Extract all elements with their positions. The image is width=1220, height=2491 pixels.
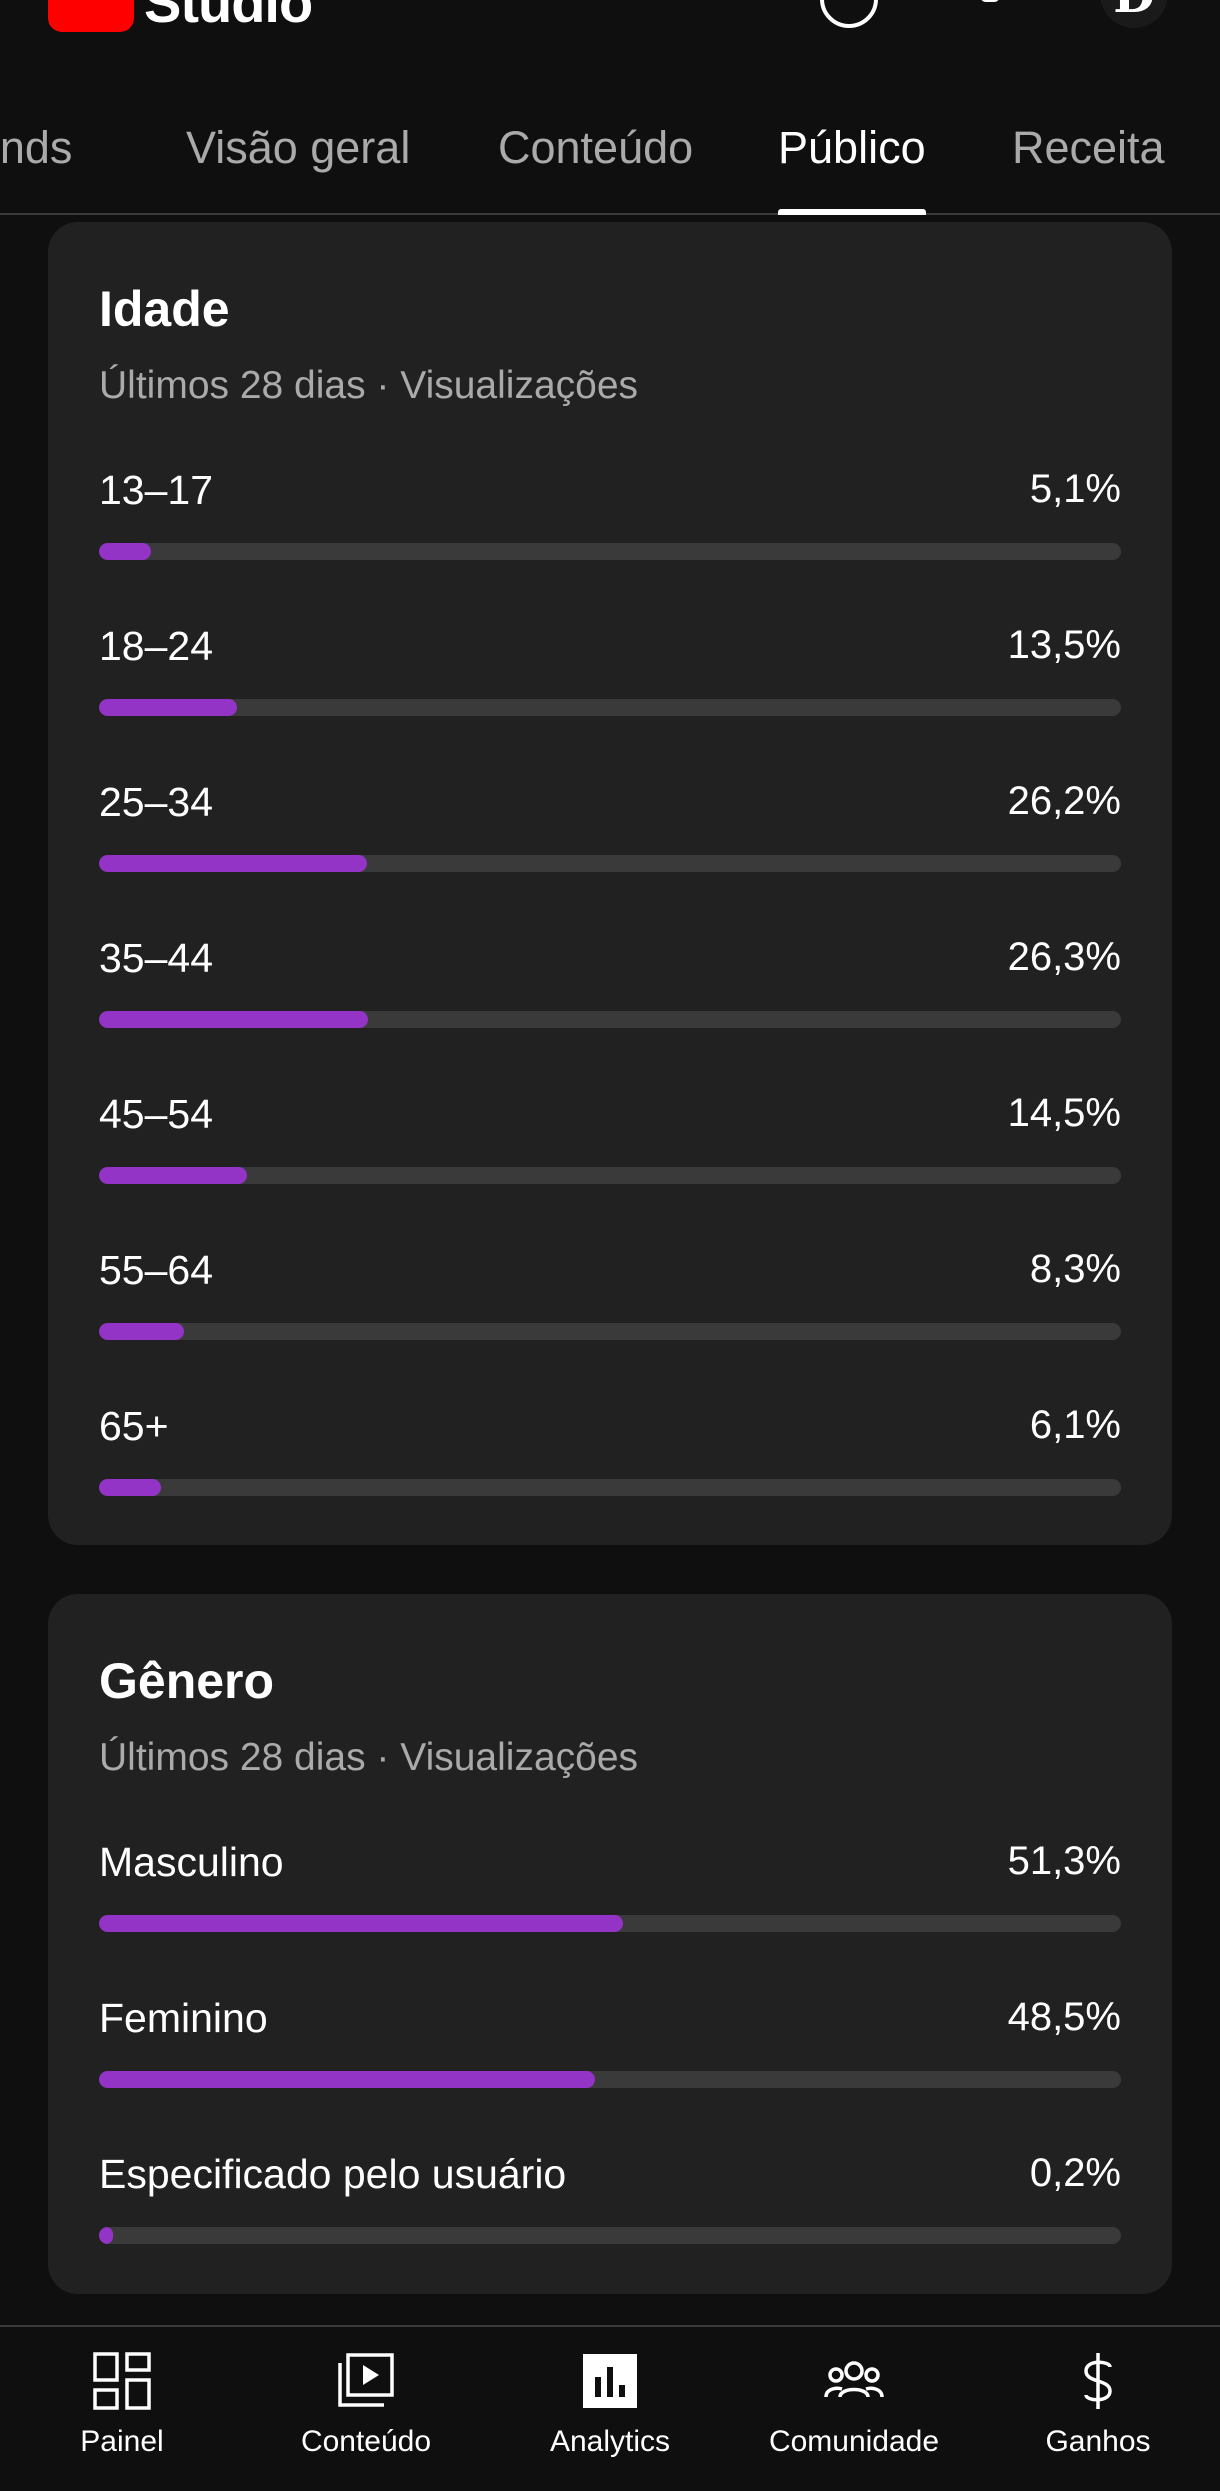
gender-card: Gênero Últimos 28 dias · Visualizações M… (48, 1594, 1172, 2294)
card-title: Gênero (99, 1653, 275, 1709)
earn-icon (1068, 2351, 1128, 2411)
studio-logo[interactable]: Studio (48, 0, 313, 34)
bar-fill (99, 1011, 368, 1028)
card-title: Idade (99, 281, 230, 337)
row-value: 26,2% (1007, 779, 1121, 823)
row-label: 65+ (99, 1403, 169, 1449)
row-label: 18–24 (99, 623, 214, 669)
row-label: 55–64 (99, 1247, 214, 1293)
community-icon (824, 2351, 884, 2411)
bar-track (99, 1479, 1121, 1496)
bar-fill (99, 2071, 595, 2088)
bar-track (99, 1011, 1121, 1028)
nav-community[interactable]: Comunidade (732, 2327, 976, 2491)
bar-track (99, 1167, 1121, 1184)
row-value: 6,1% (1029, 1403, 1121, 1447)
bar-fill (99, 1915, 624, 1932)
age-row-55-64: 55–64 8,3% (99, 1247, 1121, 1357)
age-row-13-17: 13–17 5,1% (99, 467, 1121, 577)
age-row-35-44: 35–44 26,3% (99, 935, 1121, 1045)
youtube-logo-icon (48, 0, 134, 32)
bar-fill (99, 2227, 113, 2244)
bar-track (99, 1323, 1121, 1340)
row-label: Masculino (99, 1839, 284, 1885)
row-label: 25–34 (99, 779, 214, 825)
bar-fill (99, 543, 152, 560)
dashboard-icon (92, 2351, 152, 2411)
row-value: 26,3% (1007, 935, 1121, 979)
row-value: 8,3% (1029, 1247, 1121, 1291)
tab-overview[interactable]: Visão geral (186, 122, 411, 173)
bar-track (99, 2227, 1121, 2244)
bar-fill (99, 1323, 184, 1340)
age-row-65-plus: 65+ 6,1% (99, 1403, 1121, 1513)
bar-fill (99, 1167, 248, 1184)
bell-icon[interactable] (962, 0, 1018, 28)
nav-earn[interactable]: Ganhos (976, 2327, 1220, 2491)
age-row-18-24: 18–24 13,5% (99, 623, 1121, 733)
row-label: 13–17 (99, 467, 214, 513)
row-value: 14,5% (1007, 1091, 1121, 1135)
row-label: 45–54 (99, 1091, 214, 1137)
card-subtitle: Últimos 28 dias · Visualizações (99, 1736, 639, 1779)
row-label: 35–44 (99, 935, 214, 981)
bar-track (99, 855, 1121, 872)
row-value: 0,2% (1029, 2151, 1121, 2195)
row-label: Especificado pelo usuário (99, 2151, 567, 2197)
nav-label: Analytics (549, 2425, 671, 2458)
age-row-25-34: 25–34 26,2% (99, 779, 1121, 889)
nav-label: Comunidade (768, 2425, 940, 2458)
tab-revenue[interactable]: Receita (1012, 122, 1165, 173)
tab-audience[interactable]: Público (778, 122, 926, 215)
nav-content[interactable]: Conteúdo (244, 2327, 488, 2491)
gender-row-male: Masculino 51,3% (99, 1839, 1121, 1949)
gender-row-user-specified: Especificado pelo usuário 0,2% (99, 2151, 1121, 2261)
bar-track (99, 543, 1121, 560)
analytics-icon (580, 2351, 640, 2411)
row-value: 48,5% (1007, 1995, 1121, 2039)
avatar[interactable]: D (1100, 0, 1168, 28)
top-app-bar: Studio D (0, 0, 1220, 50)
bar-track (99, 699, 1121, 716)
nav-label: Ganhos (1045, 2425, 1151, 2458)
nav-label: Conteúdo (300, 2425, 432, 2458)
tab-trends[interactable]: Trends (0, 122, 73, 173)
bar-track (99, 1915, 1121, 1932)
tab-content[interactable]: Conteúdo (498, 122, 694, 173)
nav-label: Painel (80, 2425, 164, 2458)
nav-dashboard[interactable]: Painel (0, 2327, 244, 2491)
bar-fill (99, 699, 237, 716)
bar-track (99, 2071, 1121, 2088)
avatar-initial: D (1100, 0, 1168, 24)
age-row-45-54: 45–54 14,5% (99, 1091, 1121, 1201)
create-icon[interactable] (820, 0, 878, 28)
row-label: Feminino (99, 1995, 268, 2041)
bar-fill (99, 855, 367, 872)
gender-row-female: Feminino 48,5% (99, 1995, 1121, 2105)
card-subtitle: Últimos 28 dias · Visualizações (99, 364, 639, 407)
nav-analytics[interactable]: Analytics (488, 2327, 732, 2491)
analytics-tabs: Trends Visão geral Conteúdo Público Rece… (0, 100, 1220, 215)
content-icon (336, 2351, 396, 2411)
row-value: 13,5% (1007, 623, 1121, 667)
age-card: Idade Últimos 28 dias · Visualizações 13… (48, 222, 1172, 1545)
bottom-navigation: Painel Conteúdo Analytics (0, 2325, 1220, 2491)
bar-fill (99, 1479, 162, 1496)
row-value: 51,3% (1007, 1839, 1121, 1883)
app-name: Studio (144, 0, 313, 34)
row-value: 5,1% (1029, 467, 1121, 511)
